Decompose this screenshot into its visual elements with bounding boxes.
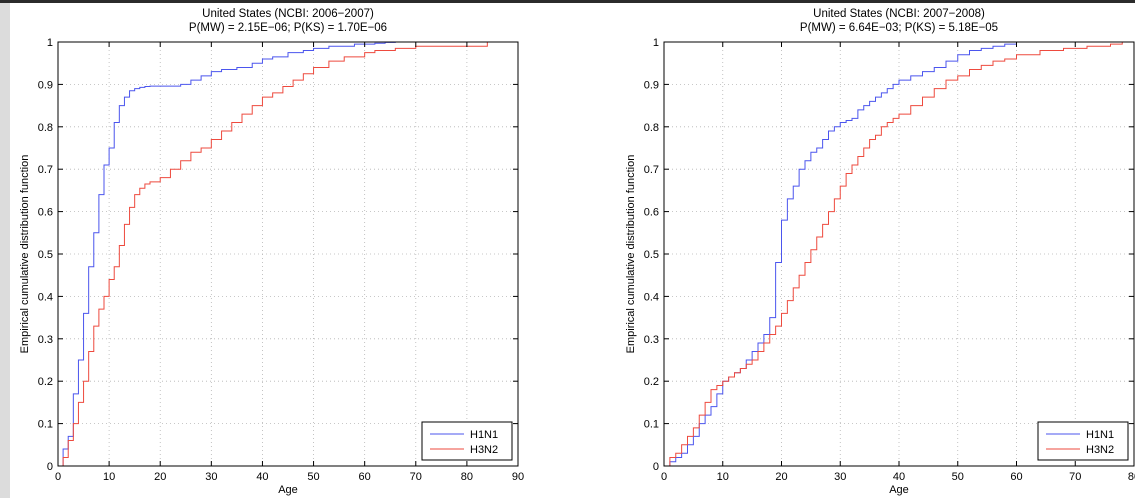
x-tick-label: 80: [461, 471, 473, 483]
y-tick-label: 0.3: [38, 334, 53, 346]
y-tick-label: 0.8: [644, 122, 659, 134]
y-tick-label: 0.3: [644, 334, 659, 346]
legend-label-h1n1: H1N1: [470, 429, 498, 441]
x-tick-label: 20: [775, 471, 787, 483]
y-tick-label: 0.2: [644, 376, 659, 388]
x-axis-label: Age: [278, 484, 298, 496]
x-tick-label: 70: [410, 471, 422, 483]
y-tick-label: 0.5: [644, 249, 659, 261]
legend-label-h1n1: H1N1: [1086, 429, 1114, 441]
left-window-edge: [0, 3, 10, 498]
x-tick-label: 70: [1069, 471, 1081, 483]
x-tick-label: 50: [307, 471, 319, 483]
series-line-h1n1: [58, 41, 488, 467]
chart-title: United States (NCBI: 2007−2008): [813, 8, 985, 20]
y-axis-label: Empirical cumulative distribution functi…: [19, 155, 31, 354]
y-tick-label: 0.8: [38, 122, 53, 134]
chart-title: United States (NCBI: 2006−2007): [202, 8, 374, 20]
x-tick-label: 60: [1010, 471, 1022, 483]
y-tick-label: 0.1: [644, 419, 659, 431]
y-tick-label: 1: [47, 37, 53, 49]
x-tick-label: 80: [1128, 471, 1135, 483]
x-tick-label: 20: [154, 471, 166, 483]
chart-subtitle: P(MW) = 6.64E−03; P(KS) = 5.18E−05: [800, 22, 998, 34]
y-tick-label: 0.7: [38, 164, 53, 176]
y-axis-label: Empirical cumulative distribution functi…: [625, 155, 637, 354]
plot-area: [58, 42, 518, 466]
y-tick-label: 0.4: [644, 291, 659, 303]
legend: H1N1 H3N2: [421, 421, 513, 461]
x-tick-label: 10: [717, 471, 729, 483]
x-tick-label: 30: [205, 471, 217, 483]
chart-subtitle: P(MW) = 2.15E−06; P(KS) = 1.70E−06: [189, 22, 387, 34]
x-tick-label: 90: [512, 471, 524, 483]
y-tick-label: 0.9: [644, 79, 659, 91]
x-axis-label: Age: [889, 484, 909, 496]
x-tick-label: 0: [661, 471, 667, 483]
y-tick-label: 0.5: [38, 249, 53, 261]
legend: H1N1 H3N2: [1037, 421, 1129, 461]
y-tick-label: 0.6: [644, 207, 659, 219]
legend-label-h3n2: H3N2: [470, 444, 498, 456]
legend-box: [421, 421, 513, 461]
y-tick-label: 0.4: [38, 291, 53, 303]
series-line-h1n1: [664, 41, 1123, 467]
x-tick-label: 60: [359, 471, 371, 483]
legend-label-h3n2: H3N2: [1086, 444, 1114, 456]
chart-panel-1: 0 10 20 30 40 50 60 70 80 90 0 0.1 0.2 0.3 0.4 0.5 0.6 0.…: [19, 8, 524, 496]
x-tick-label: 40: [256, 471, 268, 483]
y-tick-label: 0.9: [38, 79, 53, 91]
y-tick-label: 0.6: [38, 207, 53, 219]
y-tick-label: 0: [47, 461, 53, 473]
y-tick-label: 0.2: [38, 376, 53, 388]
x-tick-label: 0: [55, 471, 61, 483]
x-tick-label: 40: [893, 471, 905, 483]
x-tick-label: 50: [952, 471, 964, 483]
x-tick-label: 30: [834, 471, 846, 483]
y-tick-label: 0: [653, 461, 659, 473]
x-tick-label: 10: [103, 471, 115, 483]
y-tick-label: 0.1: [38, 419, 53, 431]
series-line-h3n2: [664, 42, 1123, 467]
y-tick-label: 1: [653, 37, 659, 49]
series-line-h3n2: [58, 42, 488, 467]
legend-box: [1037, 421, 1129, 461]
top-window-edge: [0, 0, 1135, 3]
y-tick-label: 0.7: [644, 164, 659, 176]
chart-panel-2: 0 10 20 30 40 50 60 70 80 0 0.1 0.2 0.3 0.4 0.5 0.6 0.7 0…: [625, 8, 1135, 496]
